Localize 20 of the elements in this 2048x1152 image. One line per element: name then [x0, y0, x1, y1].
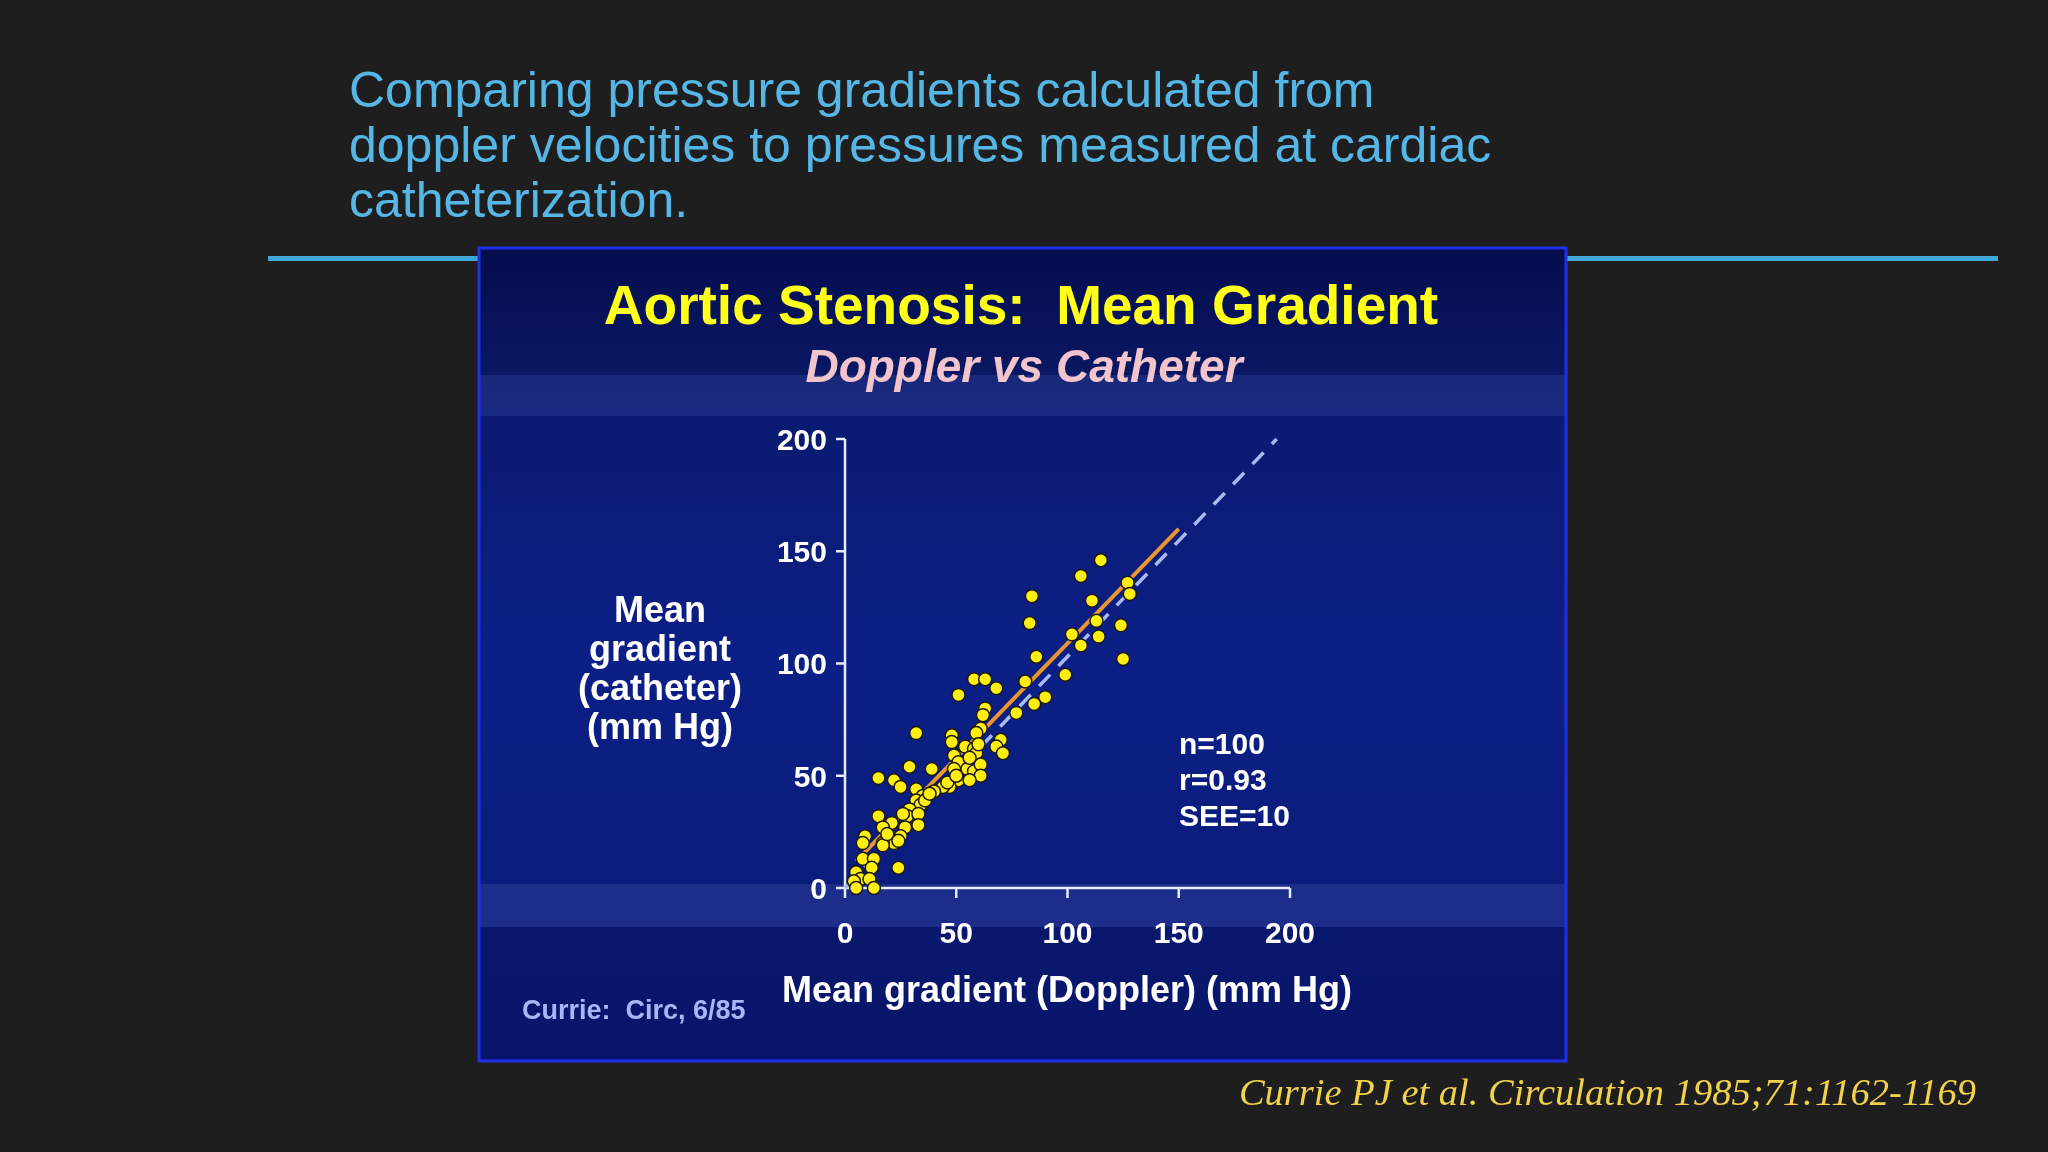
x-tick-label: 0 [836, 916, 854, 949]
chart-subtitle: Doppler vs Catheter [805, 340, 1245, 392]
x-tick-label: 100 [1042, 916, 1093, 949]
x-tick-label: 50 [939, 916, 973, 949]
x-tick-label: 200 [1264, 916, 1316, 949]
annotation: r=0.93 [1179, 763, 1267, 796]
annotation: n=100 [1179, 727, 1265, 760]
y-tick-label: 50 [793, 759, 827, 793]
text: Currie PJ et al. Circulation 1985;71:1162-1169 [1238, 1071, 1976, 1113]
text: Comparing pressure gradients calculated from doppler velocities to pressures measured at cardiac catheterization. [349, 62, 1492, 228]
x-tick-label: 150 [1153, 916, 1204, 949]
chart-title: Aortic Stenosis: Mean Gradient [603, 274, 1439, 336]
y-tick-label: 200 [776, 422, 827, 456]
y-tick-label: 150 [776, 535, 827, 569]
y-axis-title: Mean gradient (catheter) (mm Hg) [577, 589, 743, 747]
y-tick-label: 100 [776, 647, 827, 681]
y-tick-label: 0 [810, 871, 827, 905]
annotation: SEE=10 [1179, 799, 1290, 832]
x-axis-title: Mean gradient (Doppler) (mm Hg) [781, 969, 1353, 1010]
text: Currie: Circ, 6/85 [522, 995, 746, 1025]
